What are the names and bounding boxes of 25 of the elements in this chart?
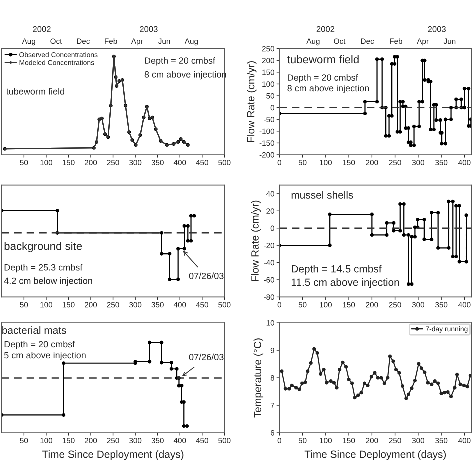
y-axis-title: Flow Rate (cm/yr) <box>247 61 257 142</box>
annotation: Depth = 25.3 cmbsf <box>4 264 83 273</box>
annotation: tubeworm field <box>288 55 359 64</box>
annotation: Depth = 20 cmbsf <box>4 341 76 350</box>
text: 2003 <box>140 26 158 32</box>
annotation: tubeworm field <box>6 88 64 95</box>
x-axis-title: Time Since Deployment (days) <box>42 450 184 460</box>
annotation: 11.5 cm above injection <box>292 278 400 288</box>
text: 2003 <box>428 26 446 32</box>
annotation: Depth = 14.5 cmbsf <box>292 265 382 275</box>
text: bacterial mats <box>2 326 66 334</box>
y-axis-title: Flow Rate (cm/yr) <box>251 200 261 282</box>
annotation: background site <box>4 242 82 252</box>
annotation: 5 cm above injection <box>4 352 86 360</box>
annotation: 8 cm above injection <box>288 85 370 94</box>
annotation: 4.2 cm below injection <box>4 278 92 286</box>
annotation: 07/26/03 <box>189 272 224 280</box>
annotation: 07/26/03 <box>189 354 224 361</box>
annotation: Depth = 20 cmbsf <box>145 57 216 66</box>
text: 2002 <box>33 26 51 32</box>
text: 2002 <box>316 26 335 32</box>
annotation: Depth = 20 cmbsf <box>288 74 358 83</box>
annotation: mussel shells <box>292 191 354 199</box>
x-axis-title: Time Since Deployment (days) <box>304 450 446 460</box>
y-axis-title: Temperature (°C) <box>254 338 264 418</box>
